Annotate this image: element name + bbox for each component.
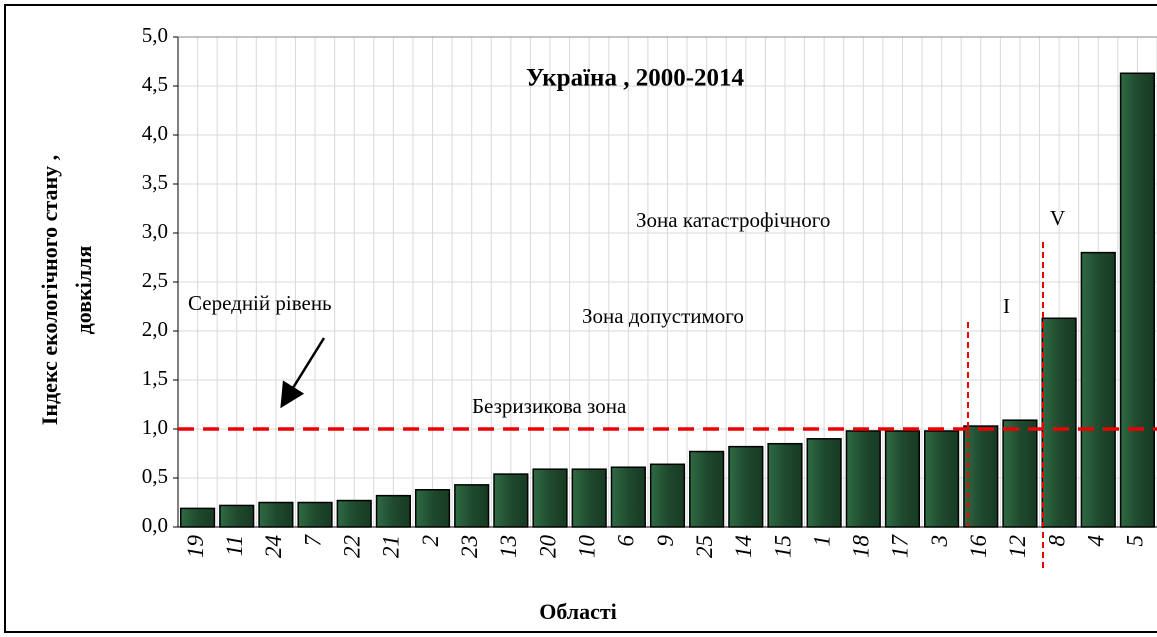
x-tick-label: 4 — [1084, 535, 1109, 547]
x-tick-label: 21 — [379, 535, 404, 558]
bar — [884, 430, 921, 528]
y-tick-label: 3,0 — [142, 219, 168, 243]
x-tick-label: 23 — [457, 535, 482, 558]
y-tick-label: 2,0 — [142, 317, 168, 341]
y-axis-label: довкілля — [71, 245, 96, 334]
y-tick-label: 4,5 — [142, 72, 168, 96]
bars — [179, 72, 1156, 528]
x-tick-label: 8 — [1044, 535, 1069, 547]
x-tick-label: 13 — [496, 535, 521, 558]
x-tick-label: 19 — [183, 535, 208, 559]
y-tick-label: 2,5 — [142, 268, 168, 292]
x-tick-label: 25 — [692, 535, 717, 558]
y-tick-label: 0,5 — [142, 464, 168, 488]
bar — [610, 466, 646, 528]
bar — [1041, 317, 1077, 528]
frame — [4, 4, 1157, 633]
bar — [924, 430, 960, 528]
bar — [219, 504, 255, 528]
bar — [728, 445, 764, 528]
bar — [454, 484, 490, 528]
x-tick-label: 5 — [1123, 535, 1148, 547]
bar — [532, 468, 568, 528]
x-axis-label: Області — [539, 599, 617, 624]
bar — [375, 494, 411, 528]
y-tick-label: 0,0 — [142, 513, 168, 537]
annotation: Зона катастрофічного — [636, 208, 830, 232]
x-tick-label: 22 — [340, 535, 365, 558]
annotation: Середній рівень — [188, 291, 332, 315]
annotation: Безризикова зона — [472, 394, 627, 418]
bar — [493, 473, 529, 528]
bar — [649, 463, 686, 528]
x-tick-label: 12 — [1005, 535, 1030, 558]
bar — [571, 468, 607, 528]
x-tick-label: 15 — [770, 535, 795, 558]
x-tick-label: 17 — [888, 534, 913, 559]
bar — [1080, 251, 1116, 528]
x-tick-label: 3 — [927, 535, 952, 548]
bar — [767, 442, 803, 528]
x-tick-label: 18 — [849, 535, 874, 559]
x-tick-label: 14 — [731, 535, 756, 558]
y-tick-label: 5,0 — [142, 23, 168, 47]
bar — [806, 438, 842, 528]
bar — [963, 425, 999, 528]
annotation: I — [1003, 294, 1010, 318]
bar — [179, 507, 216, 528]
y-axis-label: Індекс екологічного стану , — [37, 155, 62, 425]
annotation: Зона допустимого — [582, 304, 744, 328]
bar — [845, 430, 881, 528]
y-tick-label: 3,5 — [142, 170, 168, 194]
x-tick-label: 10 — [574, 535, 599, 559]
bar — [414, 489, 451, 528]
bar — [1002, 419, 1038, 528]
x-tick-label: 20 — [535, 535, 560, 559]
x-tick-label: 6 — [614, 535, 639, 547]
bar — [258, 501, 294, 528]
y-tick-label: 4,0 — [142, 121, 168, 145]
bar — [1119, 72, 1156, 528]
x-tick-label: 16 — [966, 535, 991, 559]
chart-title: Україна , 2000-2014 — [526, 65, 745, 92]
x-tick-label: 7 — [300, 534, 325, 547]
bar — [336, 499, 372, 528]
x-tick-label: 2 — [418, 535, 443, 547]
annotation: V — [1050, 206, 1065, 230]
x-tick-label: 9 — [653, 535, 678, 547]
arrow — [280, 337, 326, 409]
x-tick-label: 11 — [222, 535, 247, 556]
x-tick-label: 1 — [809, 535, 834, 547]
y-tick-label: 1,0 — [142, 415, 168, 439]
y-tick-label: 1,5 — [142, 366, 168, 390]
bar — [689, 450, 725, 528]
bar — [297, 501, 333, 528]
x-tick-label: 24 — [261, 535, 286, 558]
